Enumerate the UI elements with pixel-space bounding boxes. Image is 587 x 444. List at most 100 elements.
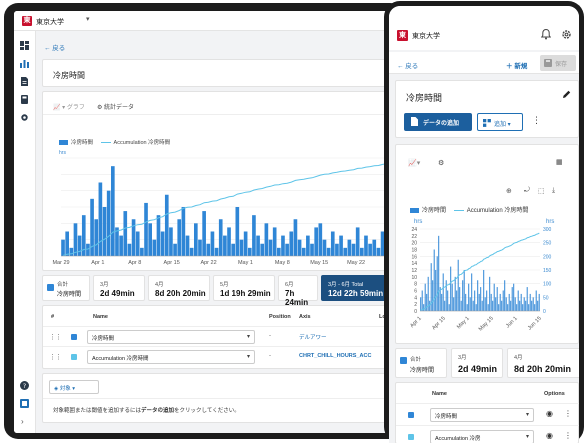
account-icon[interactable] <box>20 399 29 408</box>
expand-sidebar-icon[interactable]: › <box>21 417 24 426</box>
chart-bar <box>493 283 495 311</box>
save-button[interactable]: 保存 <box>540 55 576 71</box>
summary-card[interactable]: 5月 1d 19h 29min <box>213 275 275 301</box>
chart-bar <box>492 300 494 311</box>
x-tick-label: May 1 <box>238 260 253 266</box>
y-tick-label: 2 <box>414 302 417 308</box>
back-link[interactable]: ← 戻る <box>397 63 419 70</box>
series-select-value: Accumulation 冷房 <box>435 436 481 442</box>
chart-bar <box>534 304 536 311</box>
series-color-swatch[interactable] <box>408 412 414 418</box>
chart-bar <box>423 304 425 311</box>
chart-bar <box>430 263 432 311</box>
y-tick-label: 0 <box>414 309 417 315</box>
org-name[interactable]: 東京大学 <box>412 33 440 40</box>
bell-icon[interactable] <box>541 29 551 40</box>
calendar-icon[interactable]: ▦ <box>556 159 563 166</box>
summary-card[interactable]: 3月 2d 49min <box>451 348 503 378</box>
select-caret-icon: ▾ <box>525 434 529 440</box>
chart-bar <box>206 243 211 256</box>
chart-bar <box>505 297 507 311</box>
row-more-icon[interactable]: ⋮ <box>564 431 572 440</box>
visibility-icon[interactable]: ◉ <box>546 431 553 440</box>
gear-icon[interactable] <box>561 29 572 40</box>
org-logo: 東 <box>397 30 408 41</box>
download-icon[interactable]: ⤓ <box>552 187 556 194</box>
chart-bar <box>73 223 78 256</box>
target-button[interactable]: ◈ 対象 ▾ <box>49 380 99 394</box>
chart-bar <box>517 290 519 311</box>
chart-bar <box>481 300 483 311</box>
summary-card[interactable]: 6月 7h 24min <box>278 275 318 307</box>
axis-value[interactable]: CHRT_CHILL_HOURS_ACC <box>299 353 372 359</box>
crosshair-icon[interactable]: ⊕ <box>506 188 512 195</box>
zoom-icon[interactable]: ⬚ <box>538 188 545 195</box>
series-color-swatch <box>47 284 54 291</box>
chart-bar <box>123 211 128 256</box>
summary-card[interactable]: 4月 8d 20h 20min <box>507 348 579 378</box>
series-select[interactable]: 冷房時間 ▾ <box>87 330 255 344</box>
summary-card[interactable]: 3月 - 6月 Total 12d 22h 59min <box>321 275 389 301</box>
series-select[interactable]: Accumulation 冷房時間 ▾ <box>87 350 255 364</box>
add-dropdown-button[interactable]: 追加 ▾ <box>477 113 523 131</box>
summary-card[interactable]: 合計 冷房時間 <box>395 348 447 378</box>
series-table: Name Options 冷房時間 ▾ ◉ ⋮ Accumulation 冷房 ▾ … <box>395 382 579 443</box>
legend-series-2: Accumulation 冷房時間 <box>466 208 529 214</box>
edit-icon[interactable] <box>562 90 571 99</box>
back-link[interactable]: ← 戻る <box>44 45 66 52</box>
chart-bar <box>507 304 509 311</box>
top-bar: 東 東京大学 ▾ <box>14 11 394 31</box>
chart-card: 📈 ▾ グラフ ⚙ 統計データ 冷房時間 Accumulation 冷房時間 h… <box>42 91 394 271</box>
chart-bar <box>111 166 115 256</box>
y-tick-label: 16 <box>411 254 417 260</box>
chart-bar <box>268 239 273 256</box>
series-color-swatch <box>400 357 407 364</box>
chart-bar <box>483 270 485 311</box>
book-icon[interactable] <box>20 95 29 104</box>
chart-bar <box>380 231 385 256</box>
summary-card[interactable]: 4月 8d 20h 20min <box>148 275 210 301</box>
chart-bar <box>438 235 440 311</box>
zoom-reset-icon[interactable]: ⤾ <box>524 187 530 194</box>
chart-bar <box>277 247 281 256</box>
chart-bar <box>198 239 202 256</box>
series-color-swatch[interactable] <box>408 434 414 440</box>
summary-card[interactable]: 合計 冷房時間 <box>42 275 90 301</box>
chart-bar <box>314 227 318 256</box>
summary-card[interactable]: 3月 2d 49min <box>93 275 145 301</box>
chart-bar <box>496 287 498 311</box>
tab-graph[interactable]: 📈 ▾ グラフ <box>53 105 85 111</box>
document-icon[interactable] <box>20 77 29 86</box>
drag-handle-icon[interactable]: ⋮⋮ <box>49 334 62 341</box>
series-select[interactable]: Accumulation 冷房 ▾ <box>430 430 534 443</box>
chart-bar <box>427 276 429 311</box>
series-select[interactable]: 冷房時間 ▾ <box>430 408 534 422</box>
visibility-icon[interactable]: ◉ <box>546 409 553 418</box>
add-data-button[interactable]: データの追加 <box>404 113 472 131</box>
chart-bar <box>173 243 177 256</box>
chart-bar <box>538 293 540 311</box>
chart-bar <box>439 287 441 311</box>
settings-icon[interactable] <box>20 113 29 122</box>
org-dropdown-icon[interactable]: ▾ <box>86 16 90 23</box>
tab-stats[interactable]: ⚙ 統計データ <box>97 105 135 111</box>
help-icon[interactable]: ? <box>20 381 29 390</box>
axis-value[interactable]: デルアワー <box>299 335 327 341</box>
x-tick-label: May 15 <box>478 316 495 333</box>
new-button[interactable]: ＋ 新規 <box>506 60 527 70</box>
drag-handle-icon[interactable]: ⋮⋮ <box>49 354 62 361</box>
series-color-swatch[interactable] <box>71 354 77 360</box>
more-options-icon[interactable]: ⋮ <box>532 115 541 125</box>
chart-bar <box>285 243 289 256</box>
row-more-icon[interactable]: ⋮ <box>564 409 572 418</box>
chart-bar <box>177 219 182 256</box>
series-color-swatch[interactable] <box>71 334 77 340</box>
target-card: ◈ 対象 ▾ 対象範囲または閾値を追加するにはデータの追加をクリックしてください… <box>42 373 394 423</box>
filter-icon[interactable]: ⚙ <box>438 160 445 167</box>
org-name[interactable]: 東京大学 <box>36 19 64 26</box>
chart-icon[interactable] <box>20 59 29 68</box>
dashboard-icon[interactable] <box>20 41 29 50</box>
chart-type-icon[interactable]: 📈▾ <box>408 160 421 167</box>
col-options: Options <box>544 391 565 397</box>
summary-row: 合計 冷房時間 3月 2d 49min 4月 8d 20h 20min <box>395 348 579 378</box>
